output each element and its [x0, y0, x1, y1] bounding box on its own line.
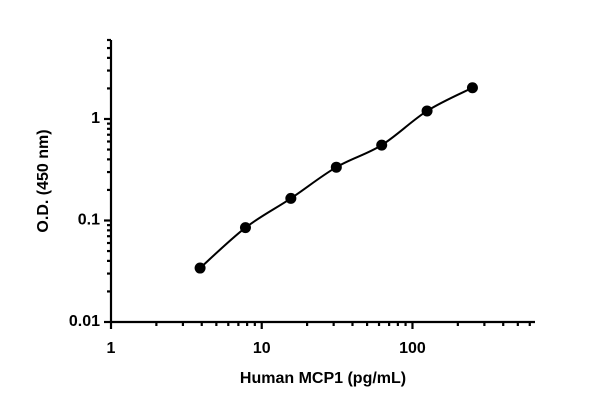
x-tick-label: 1: [107, 340, 116, 357]
y-tick-label: 0.01: [69, 313, 100, 330]
y-tick-label: 1: [91, 110, 100, 127]
data-point: [239, 222, 251, 234]
y-tick-label: 0.1: [78, 212, 100, 229]
fit-line: [199, 86, 473, 269]
y-axis-title: O.D. (450 nm): [35, 129, 52, 232]
data-point: [330, 161, 342, 173]
data-point: [421, 105, 433, 117]
x-tick-label: 10: [253, 340, 271, 357]
data-point: [194, 262, 206, 274]
data-point: [285, 192, 297, 204]
data-point: [376, 139, 388, 151]
x-tick-label: 100: [399, 340, 426, 357]
x-axis-title: Human MCP1 (pg/mL): [240, 370, 406, 387]
data-point: [466, 82, 478, 94]
